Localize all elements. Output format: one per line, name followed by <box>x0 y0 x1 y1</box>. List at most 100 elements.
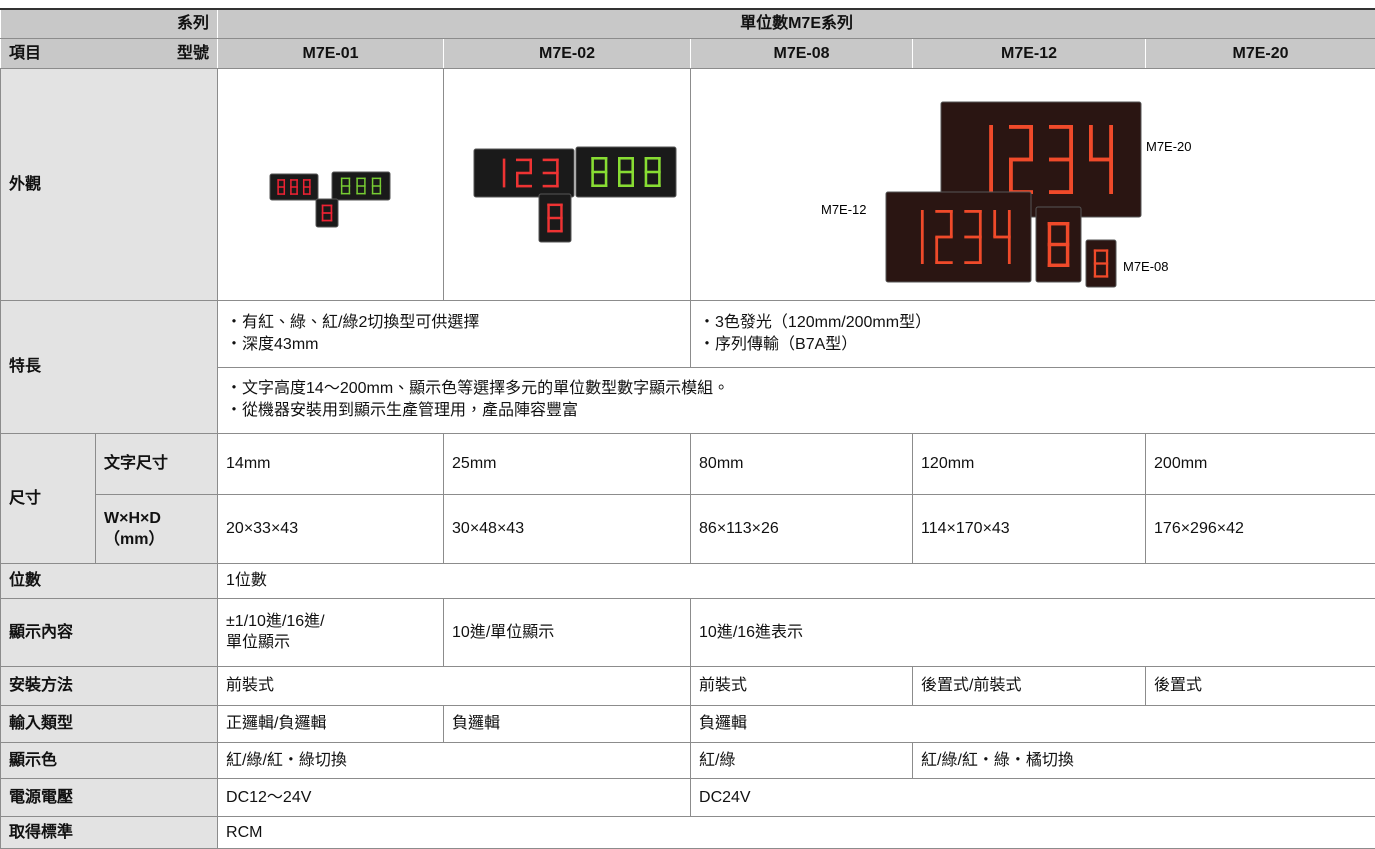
cell: 20×33×43 <box>217 493 445 564</box>
cell: DC24V <box>690 777 1375 817</box>
cell: 86×113×26 <box>690 493 914 564</box>
led-segment <box>978 209 982 237</box>
led-segment <box>277 185 286 188</box>
led-segment <box>964 260 982 264</box>
led-segment <box>604 156 608 172</box>
led-segment <box>379 185 382 194</box>
led-segment <box>371 177 374 186</box>
led-segment <box>529 158 533 173</box>
row-label: 安裝方法 <box>0 665 219 706</box>
led-segment <box>302 185 311 188</box>
led-segment <box>591 156 594 172</box>
led-segment <box>502 158 506 173</box>
cell: 80mm <box>690 432 914 495</box>
cell: 14mm <box>217 432 445 495</box>
model: M7E-12 <box>912 37 1147 69</box>
features-label: 特長 <box>0 299 219 434</box>
cell: 120mm <box>912 432 1147 495</box>
led-segment <box>1049 189 1074 194</box>
led-segment <box>290 192 298 195</box>
led-segment <box>309 178 311 187</box>
led-segment <box>1047 242 1070 246</box>
led-segment <box>340 177 351 179</box>
led-segment <box>591 170 608 173</box>
led-segment <box>321 211 333 214</box>
led-segment <box>547 203 563 206</box>
led-segment <box>296 178 298 187</box>
led-segment <box>1069 124 1074 159</box>
dimensions-unit: （mm） <box>104 530 165 548</box>
led-segment <box>1047 221 1052 244</box>
row-label: 取得標準 <box>0 815 219 849</box>
cell: 前裝式 <box>217 665 692 706</box>
led-segment <box>340 185 343 194</box>
led-segment <box>356 177 366 179</box>
cell: 紅/綠 <box>690 741 914 779</box>
model: M7E-02 <box>443 37 692 69</box>
led-segment <box>321 212 324 221</box>
item-label: 項目 <box>0 37 96 69</box>
led-segment <box>1109 159 1114 194</box>
led-segment <box>1007 236 1011 264</box>
led-segment <box>340 192 351 194</box>
led-segment <box>356 184 366 187</box>
led-segment <box>935 235 953 238</box>
cell: 前裝式 <box>690 665 914 706</box>
led-segment <box>321 204 324 213</box>
led-segment <box>290 186 292 195</box>
series-value: 單位數M7E系列 <box>217 8 1375 39</box>
led-segment <box>935 236 939 264</box>
led-segment <box>644 156 648 172</box>
led-segment <box>290 178 298 181</box>
features-cell: ・3色發光（120mm/200mm型） ・序列傳輸（B7A型） <box>690 299 1375 368</box>
led-segment <box>356 185 358 194</box>
char-size-label: 文字尺寸 <box>94 432 219 495</box>
led-segment <box>277 178 286 181</box>
led-segment <box>618 156 621 172</box>
cell: 負邏輯 <box>443 704 692 743</box>
cell: 25mm <box>443 432 692 495</box>
cell: 176×296×42 <box>1145 493 1375 564</box>
cell: 紅/綠/紅・綠切換 <box>217 741 692 779</box>
led-segment <box>340 184 351 187</box>
led-segment <box>591 156 608 160</box>
led-segment <box>356 177 358 186</box>
led-segment <box>309 186 311 195</box>
image-cell: M7E-20 M7E-12 M7E-08 <box>690 67 1375 301</box>
led-segment <box>631 156 635 172</box>
led-segment <box>1065 221 1070 244</box>
led-segment <box>1093 261 1109 265</box>
led-segment <box>1047 244 1052 267</box>
led-segment <box>604 171 608 187</box>
led-segment <box>371 177 382 179</box>
led-segment <box>964 209 982 213</box>
feature-line: ・深度43mm <box>226 335 319 353</box>
row-label: 顯示色 <box>0 741 219 779</box>
led-segment <box>321 204 333 206</box>
cell: 30×48×43 <box>443 493 692 564</box>
led-segment <box>560 217 563 232</box>
led-segment <box>1049 124 1074 129</box>
led-segment <box>302 178 305 187</box>
cell: 200mm <box>1145 432 1375 495</box>
led-segment <box>618 156 635 160</box>
led-segment <box>296 186 298 195</box>
led-segment <box>1029 124 1034 159</box>
led-segment <box>658 156 661 172</box>
led-segment <box>618 171 621 187</box>
led-segment <box>644 170 661 173</box>
led-segment <box>547 216 563 219</box>
led-segment <box>542 184 559 187</box>
cell: 負邏輯 <box>690 704 1375 743</box>
led-segment <box>644 171 648 187</box>
cell: 後置式 <box>1145 665 1375 706</box>
led-segment <box>364 177 366 186</box>
led-segment <box>658 171 661 187</box>
led-segment <box>547 229 563 232</box>
led-segment <box>302 178 311 181</box>
led-segment <box>644 156 661 160</box>
led-segment <box>1105 263 1109 278</box>
led-segment <box>920 209 924 237</box>
image-cell <box>443 67 692 301</box>
